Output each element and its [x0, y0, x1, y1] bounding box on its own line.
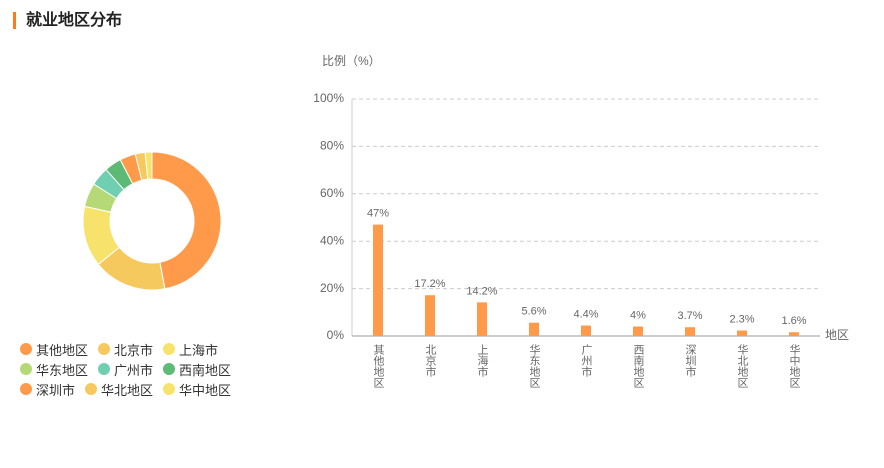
legend-item: 深圳市 [20, 379, 75, 399]
legend-label: 华北地区 [101, 382, 154, 398]
legend-item: 华东地区 [20, 359, 88, 379]
value-label: 17.2% [414, 278, 445, 290]
legend-label: 华东地区 [36, 362, 89, 378]
legend-label: 北京市 [114, 342, 154, 358]
bar [789, 332, 799, 336]
donut-slice [144, 151, 153, 180]
value-label: 3.7% [677, 310, 702, 322]
y-axis-label: 比例（%） [322, 54, 381, 68]
y-tick-label: 80% [320, 139, 344, 153]
x-tick-label: 华中地区 [788, 343, 801, 388]
legend-item: 其他地区 [20, 339, 88, 359]
title-accent [13, 12, 16, 29]
bar [373, 224, 383, 336]
y-tick-label: 60% [320, 186, 344, 200]
x-tick-label: 广州市 [580, 344, 593, 378]
legend-swatch [85, 383, 98, 395]
legend-swatch [98, 343, 111, 355]
x-axis-label: 地区 [825, 328, 849, 342]
bar [425, 295, 435, 336]
legend-swatch [163, 383, 176, 395]
legend-label: 西南地区 [179, 362, 232, 378]
value-label: 2.3% [729, 313, 754, 325]
legend-item: 华北地区 [85, 379, 153, 399]
value-label: 4.4% [573, 308, 598, 320]
legend-item: 华中地区 [163, 379, 231, 399]
x-tick-label: 其他地区 [372, 344, 385, 388]
legend-swatch [163, 363, 176, 375]
legend-item: 西南地区 [163, 359, 231, 379]
value-label: 14.2% [466, 285, 497, 297]
value-label: 47% [367, 208, 389, 220]
bar [529, 322, 539, 336]
y-tick-label: 100% [313, 91, 344, 105]
legend-item: 北京市 [98, 339, 153, 359]
legend-label: 深圳市 [36, 382, 76, 398]
y-tick-label: 40% [320, 233, 344, 247]
legend-item: 广州市 [98, 359, 153, 379]
x-tick-label: 华东地区 [528, 343, 541, 388]
legend: 其他地区 北京市 上海市华东地区 广州市 西南地区深圳市 华北地区 华中地区 [20, 339, 295, 399]
legend-label: 华中地区 [179, 382, 232, 398]
legend-swatch [20, 383, 32, 395]
donut-slice [151, 151, 222, 290]
y-tick-label: 0% [327, 328, 345, 342]
legend-label: 上海市 [179, 342, 219, 358]
x-tick-label: 上海市 [476, 344, 489, 378]
legend-swatch [20, 363, 32, 375]
legend-swatch [163, 343, 176, 355]
bar [477, 302, 487, 336]
value-label: 5.6% [521, 306, 546, 318]
value-label: 1.6% [781, 315, 806, 327]
legend-item: 上海市 [163, 339, 218, 359]
bar [581, 325, 591, 336]
legend-label: 其他地区 [36, 342, 89, 358]
page-title: 就业地区分布 [26, 10, 122, 29]
bar [737, 330, 747, 336]
legend-label: 广州市 [114, 362, 154, 378]
x-tick-label: 北京市 [424, 344, 437, 378]
x-tick-label: 深圳市 [684, 344, 697, 378]
y-tick-label: 20% [320, 281, 344, 295]
x-tick-label: 西南地区 [632, 344, 645, 388]
bar [633, 326, 643, 336]
value-label: 4% [630, 309, 646, 321]
bar [685, 327, 695, 336]
legend-swatch [20, 343, 32, 355]
x-tick-label: 华北地区 [736, 343, 749, 388]
legend-swatch [98, 363, 111, 375]
